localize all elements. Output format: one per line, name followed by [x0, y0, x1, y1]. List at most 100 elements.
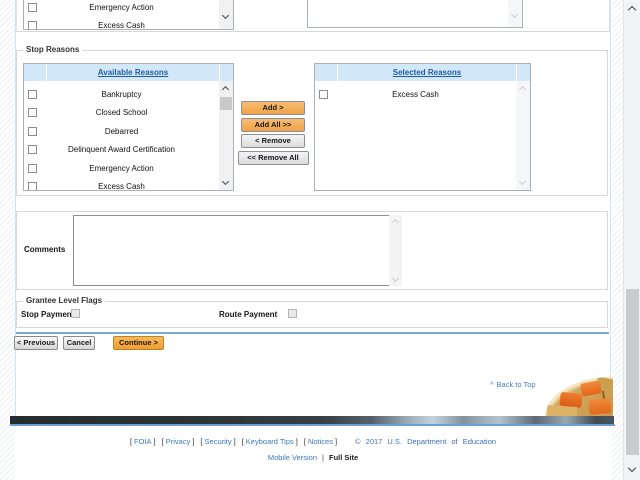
footer-link-group: [Notices] [304, 437, 337, 446]
list-item: Excess Cash [315, 85, 516, 104]
page-background-texture-left [0, 0, 15, 480]
list-item: Closed School [24, 104, 219, 123]
comments-section: Comments [16, 211, 608, 290]
reason-checkbox[interactable] [28, 108, 37, 118]
reason-checkbox[interactable] [28, 2, 37, 12]
page-scrollbar[interactable] [623, 0, 640, 480]
footer-banner-bar [10, 416, 614, 424]
transfer-buttons: Add > Add All >> < Remove << Remove All [237, 101, 309, 167]
comments-scrollbar [389, 215, 402, 286]
stop-payment-checkbox [71, 309, 80, 318]
header-cell [315, 64, 337, 81]
bracket: [ [303, 437, 306, 446]
copyright-text: © 2017 U.S. Department of Education [355, 437, 497, 446]
scroll-up-icon[interactable] [221, 85, 230, 94]
reason-checkbox[interactable] [28, 182, 37, 190]
stop-reasons-fieldset: Stop Reasons Available Reasons Bankruptc… [16, 45, 608, 196]
top-available-scrollbar[interactable] [219, 0, 233, 29]
footer-site-row: Mobile Version | Full Site [16, 453, 610, 462]
classroom-photo [545, 377, 613, 417]
available-reasons-header-link[interactable]: Available Reasons [97, 68, 169, 77]
footer-divider: | [322, 453, 324, 462]
available-reasons-header: Available Reasons [24, 64, 233, 81]
available-reasons-listbox: Available Reasons Bankruptcy Closed Schoo… [23, 63, 234, 191]
scroll-down-icon [510, 10, 519, 19]
comments-label: Comments [24, 245, 66, 254]
add-all-button[interactable]: Add All >> [241, 117, 305, 132]
remove-all-button[interactable]: << Remove All [237, 150, 309, 165]
footer-link-group: [Security] [200, 437, 235, 446]
content-edge-line-right [610, 0, 611, 417]
selected-reasons-rows: Excess Cash [315, 81, 516, 190]
comments-textarea[interactable] [73, 215, 402, 286]
scroll-down-icon[interactable] [627, 463, 637, 473]
continue-button[interactable]: Continue > [113, 336, 164, 350]
header-cell [517, 64, 530, 81]
reason-checkbox[interactable] [28, 163, 37, 173]
selected-reasons-listbox: Selected Reasons Excess Cash [314, 63, 531, 191]
reason-label: Closed School [95, 108, 148, 118]
bracket: ] [295, 437, 298, 446]
reason-checkbox[interactable] [28, 21, 37, 29]
selected-reasons-scrollbar [516, 81, 530, 190]
page-scrollbar-thumb[interactable] [626, 289, 639, 455]
reason-label: Emergency Action [89, 2, 154, 12]
stop-payment-label: Stop Payment [21, 310, 75, 319]
list-item: Delinquent Award Certification [24, 141, 219, 160]
list-item: Excess Cash [24, 17, 219, 30]
grantee-level-flags-legend: Grantee Level Flags [23, 296, 106, 305]
section-divider-rule [16, 332, 609, 334]
mobile-version-link[interactable]: Mobile Version [267, 453, 318, 462]
scroll-down-icon[interactable] [221, 177, 230, 186]
scroll-up-icon [518, 85, 527, 94]
top-available-rows: Emergency Action Excess Cash [24, 0, 219, 29]
back-to-top-link[interactable]: ^ Back to Top [490, 380, 536, 389]
reason-label: Debarred [104, 126, 139, 136]
footer-link[interactable]: Keyboard Tips [245, 437, 294, 446]
cancel-button[interactable]: Cancel [63, 336, 95, 350]
list-item: Emergency Action [24, 159, 219, 178]
grantee-level-flags-fieldset: Grantee Level Flags Stop Payment Route P… [16, 296, 608, 328]
selected-reasons-header-link[interactable]: Selected Reasons [392, 68, 462, 77]
scroll-down-icon[interactable] [221, 11, 230, 20]
header-cell: Available Reasons [47, 64, 219, 81]
header-cell [220, 64, 233, 81]
page-background-texture-right [612, 0, 623, 480]
reason-label: Excess Cash [98, 21, 145, 30]
scroll-down-icon [518, 177, 527, 186]
photo-chair [580, 380, 602, 397]
footer-link[interactable]: Security [204, 437, 232, 446]
top-available-listbox: Emergency Action Excess Cash [23, 0, 234, 30]
footer-link[interactable]: Privacy [165, 437, 191, 446]
reason-label: Excess Cash [392, 89, 439, 99]
bracket: ] [192, 437, 195, 446]
reason-checkbox[interactable] [319, 89, 328, 99]
footer-link[interactable]: FOIA [134, 437, 152, 446]
bracket: ] [233, 437, 236, 446]
available-reasons-scrollbar[interactable] [219, 81, 233, 190]
remove-button[interactable]: < Remove [241, 134, 305, 148]
selected-reasons-header: Selected Reasons [315, 64, 530, 81]
top-reasons-section-cutoff: Emergency Action Excess Cash [16, 0, 610, 32]
list-item: Emergency Action [24, 0, 219, 17]
bracket: ] [334, 437, 338, 446]
reason-label: Delinquent Award Certification [67, 145, 176, 155]
add-button[interactable]: Add > [241, 101, 305, 115]
bracket: [ [129, 437, 133, 446]
previous-button[interactable]: < Previous [14, 336, 58, 350]
route-payment-label: Route Payment [219, 310, 278, 319]
route-payment-checkbox [288, 309, 297, 318]
footer-link-group: [Keyboard Tips] [242, 437, 298, 446]
top-selected-scrollbar[interactable] [508, 0, 522, 27]
stop-reasons-legend: Stop Reasons [23, 45, 83, 54]
top-selected-listbox [307, 0, 523, 28]
reason-checkbox[interactable] [28, 89, 37, 99]
bracket: [ [161, 437, 164, 446]
bracket: [ [200, 437, 203, 446]
list-item: Excess Cash [24, 178, 219, 190]
scroll-up-icon[interactable] [627, 5, 637, 15]
scrollbar-thumb[interactable] [220, 97, 232, 110]
footer-link[interactable]: Notices [307, 437, 333, 446]
reason-checkbox[interactable] [28, 126, 37, 136]
reason-checkbox[interactable] [28, 145, 37, 155]
